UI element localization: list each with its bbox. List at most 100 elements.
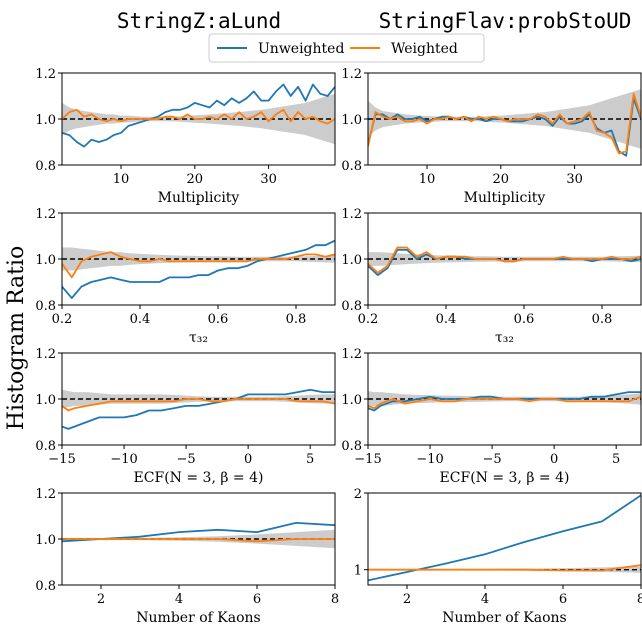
y-tick-label: 1.2: [35, 67, 56, 82]
x-tick-label: 0: [550, 452, 558, 467]
y-tick-label: 1.0: [35, 253, 56, 268]
x-tick-label: 30: [260, 172, 277, 187]
y-tick-label: 0.8: [341, 439, 362, 454]
x-tick-label: 4: [481, 592, 489, 607]
plot-area: [62, 522, 335, 549]
plot-area: [62, 83, 335, 148]
x-tick-label: 4: [175, 592, 183, 607]
panel-r3c0: 0.8 1.0 1.2 2 4 6 8 Number of Kaons: [35, 487, 339, 625]
x-tick-label: 8: [637, 592, 642, 607]
x-tick-label: 0.4: [436, 312, 457, 327]
y-tick-label: 0.8: [35, 439, 56, 454]
y-tick-label: 1.2: [35, 207, 56, 222]
x-axis-label: τ₃₂: [495, 330, 514, 346]
x-tick-label: −10: [110, 452, 137, 467]
plot-area: [368, 89, 641, 157]
x-tick-label: 5: [612, 452, 620, 467]
legend: Unweighted Weighted: [208, 33, 485, 63]
y-tick-label: 1.0: [341, 113, 362, 128]
y-tick-label: 1.2: [341, 67, 362, 82]
x-tick-label: −5: [483, 452, 502, 467]
x-tick-label: 6: [253, 592, 261, 607]
plot-area: [368, 494, 641, 582]
x-axis-label: ECF(N = 3, β = 4): [134, 470, 264, 486]
y-axis-title: Histogram Ratio: [4, 246, 29, 430]
y-tick-label: 1.2: [341, 207, 362, 222]
series-line-unweighted: [368, 391, 641, 412]
y-tick-label: 0.8: [35, 579, 56, 594]
series-line-weighted: [368, 564, 641, 572]
x-tick-label: 8: [331, 592, 339, 607]
y-tick-label: 1.2: [35, 347, 56, 362]
panel-r0c0: 0.8 1.0 1.2 10 20 30 Multiplicity: [35, 67, 336, 206]
plot-area: [62, 239, 335, 300]
x-tick-label: −5: [177, 452, 196, 467]
y-tick-label: 1.2: [35, 487, 56, 502]
x-tick-label: −15: [48, 452, 75, 467]
y-tick-label: 0.8: [35, 299, 56, 314]
y-tick-label: 1.0: [35, 393, 56, 408]
series-line-weighted: [368, 246, 641, 274]
axes-frame: [367, 492, 642, 586]
plot-area: [62, 388, 335, 430]
series-line-unweighted: [62, 388, 335, 430]
column-title-right: StringFlav:probStoUD: [379, 9, 632, 33]
x-tick-label: 0.8: [592, 312, 613, 327]
x-tick-label: 0.2: [52, 312, 73, 327]
x-axis-label: ECF(N = 3, β = 4): [440, 470, 570, 486]
series-line-weighted: [62, 108, 335, 125]
series-line-unweighted: [62, 239, 335, 300]
y-tick-label: 0.8: [35, 159, 56, 174]
panel-r0c1: 0.8 1.0 1.2 10 20 30 Multiplicity: [341, 67, 642, 206]
y-tick-label: 2: [354, 487, 362, 502]
legend-label-unweighted: Unweighted: [258, 41, 344, 57]
y-tick-label: 1.2: [341, 347, 362, 362]
series-line-weighted: [368, 395, 641, 410]
y-tick-label: 1.0: [341, 253, 362, 268]
x-tick-label: 2: [97, 592, 105, 607]
x-tick-label: 0.8: [286, 312, 307, 327]
column-title-left: StringZ:aLund: [117, 9, 281, 33]
y-tick-label: 0.8: [341, 159, 362, 174]
x-tick-label: 20: [493, 172, 510, 187]
plot-area: [368, 246, 641, 277]
x-tick-label: 2: [403, 592, 411, 607]
series-line-weighted: [62, 251, 335, 279]
x-tick-label: −15: [354, 452, 381, 467]
x-tick-label: 10: [113, 172, 130, 187]
x-axis-label: Multiplicity: [158, 190, 240, 206]
legend-frame: [208, 33, 485, 63]
panel-r1c1: 0.8 1.0 1.2 0.2 0.4 0.6 0.8 τ₃₂: [341, 207, 642, 346]
x-tick-label: 0: [244, 452, 252, 467]
series-line-weighted: [62, 538, 335, 543]
series-line-weighted: [368, 92, 641, 155]
x-tick-label: −10: [416, 452, 443, 467]
x-tick-label: 5: [306, 452, 314, 467]
x-tick-label: 30: [566, 172, 583, 187]
legend-label-weighted: Weighted: [391, 41, 458, 57]
series-line-unweighted: [62, 83, 335, 148]
x-tick-label: 20: [187, 172, 204, 187]
panel-r2c1: 0.8 1.0 1.2 −15 −10 −5 0 5 ECF(N = 3, β = 4): [341, 347, 642, 486]
y-tick-label: 1: [354, 564, 362, 579]
x-tick-label: 6: [559, 592, 567, 607]
plot-area: [368, 391, 641, 412]
series-line-weighted: [62, 398, 335, 412]
x-axis-label: Multiplicity: [464, 190, 546, 206]
x-axis-label: Number of Kaons: [136, 610, 260, 625]
x-tick-label: 10: [419, 172, 436, 187]
y-tick-label: 0.8: [341, 299, 362, 314]
y-tick-label: 1.0: [35, 533, 56, 548]
x-axis-label: τ₃₂: [189, 330, 208, 346]
y-tick-label: 1.0: [341, 393, 362, 408]
panel-r1c0: 0.8 1.0 1.2 0.2 0.4 0.6 0.8 τ₃₂: [35, 207, 336, 346]
x-tick-label: 0.6: [514, 312, 535, 327]
x-tick-label: 0.2: [358, 312, 379, 327]
panel-r2c0: 0.8 1.0 1.2 −15 −10 −5 0 5 ECF(N = 3, β = 4): [35, 347, 336, 486]
x-tick-label: 0.6: [208, 312, 229, 327]
panel-r3c1: 1 2 2 4 6 8 Number of Kaons: [354, 487, 642, 625]
x-axis-label: Number of Kaons: [442, 610, 566, 625]
y-tick-label: 1.0: [35, 113, 56, 128]
